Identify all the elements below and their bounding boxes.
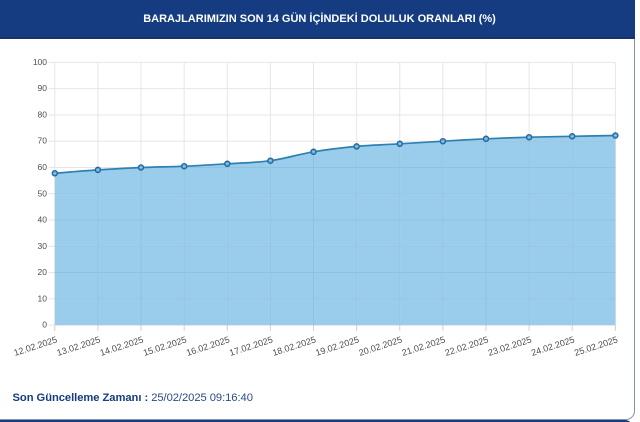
svg-text:17.02.2025: 17.02.2025 <box>228 334 274 357</box>
svg-text:20.02.2025: 20.02.2025 <box>357 334 403 357</box>
svg-text:22.02.2025: 22.02.2025 <box>444 334 490 357</box>
svg-text:100: 100 <box>33 57 47 67</box>
svg-text:60: 60 <box>38 162 48 172</box>
svg-text:20: 20 <box>38 267 48 277</box>
svg-text:90: 90 <box>38 83 48 93</box>
svg-text:21.02.2025: 21.02.2025 <box>401 334 447 357</box>
svg-text:13.02.2025: 13.02.2025 <box>56 334 102 357</box>
svg-text:30: 30 <box>38 241 48 251</box>
svg-text:0: 0 <box>42 320 47 330</box>
svg-text:50: 50 <box>38 188 48 198</box>
svg-text:19.02.2025: 19.02.2025 <box>314 334 360 357</box>
svg-text:70: 70 <box>38 136 48 146</box>
svg-text:18.02.2025: 18.02.2025 <box>271 334 317 357</box>
svg-text:23.02.2025: 23.02.2025 <box>487 334 533 357</box>
svg-text:16.02.2025: 16.02.2025 <box>185 334 231 357</box>
svg-text:80: 80 <box>38 109 48 119</box>
svg-text:15.02.2025: 15.02.2025 <box>142 334 188 357</box>
svg-text:14.02.2025: 14.02.2025 <box>99 334 145 357</box>
svg-text:12.02.2025: 12.02.2025 <box>12 334 58 357</box>
svg-text:10: 10 <box>38 293 48 303</box>
svg-text:24.02.2025: 24.02.2025 <box>530 334 576 357</box>
svg-text:25.02.2025: 25.02.2025 <box>573 334 619 357</box>
svg-text:40: 40 <box>38 215 48 225</box>
